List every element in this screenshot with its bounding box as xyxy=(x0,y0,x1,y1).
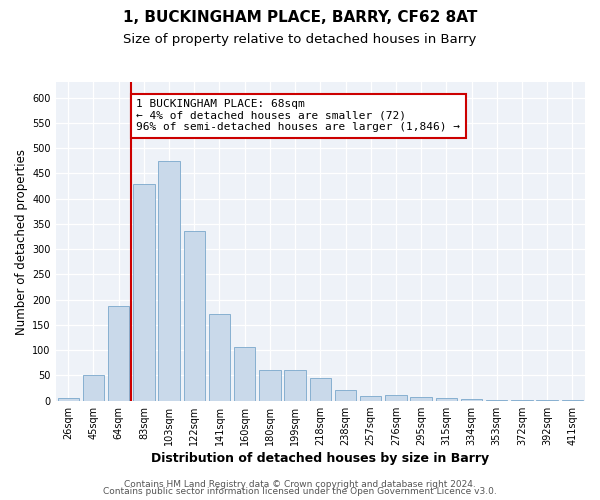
Bar xyxy=(58,398,79,400)
Bar xyxy=(385,395,407,400)
X-axis label: Distribution of detached houses by size in Barry: Distribution of detached houses by size … xyxy=(151,452,490,465)
Y-axis label: Number of detached properties: Number of detached properties xyxy=(15,148,28,334)
Text: 1 BUCKINGHAM PLACE: 68sqm
← 4% of detached houses are smaller (72)
96% of semi-d: 1 BUCKINGHAM PLACE: 68sqm ← 4% of detach… xyxy=(136,99,460,132)
Text: Size of property relative to detached houses in Barry: Size of property relative to detached ho… xyxy=(124,32,476,46)
Bar xyxy=(133,184,155,400)
Bar xyxy=(83,376,104,400)
Bar xyxy=(436,398,457,400)
Bar xyxy=(410,397,432,400)
Bar xyxy=(209,314,230,400)
Bar xyxy=(158,161,180,400)
Bar xyxy=(310,378,331,400)
Bar xyxy=(234,346,256,401)
Bar xyxy=(360,396,382,400)
Bar xyxy=(184,232,205,400)
Bar xyxy=(335,390,356,400)
Text: 1, BUCKINGHAM PLACE, BARRY, CF62 8AT: 1, BUCKINGHAM PLACE, BARRY, CF62 8AT xyxy=(123,10,477,25)
Bar xyxy=(108,306,130,400)
Text: Contains public sector information licensed under the Open Government Licence v3: Contains public sector information licen… xyxy=(103,487,497,496)
Bar xyxy=(461,399,482,400)
Bar xyxy=(259,370,281,400)
Text: Contains HM Land Registry data © Crown copyright and database right 2024.: Contains HM Land Registry data © Crown c… xyxy=(124,480,476,489)
Bar xyxy=(284,370,306,400)
